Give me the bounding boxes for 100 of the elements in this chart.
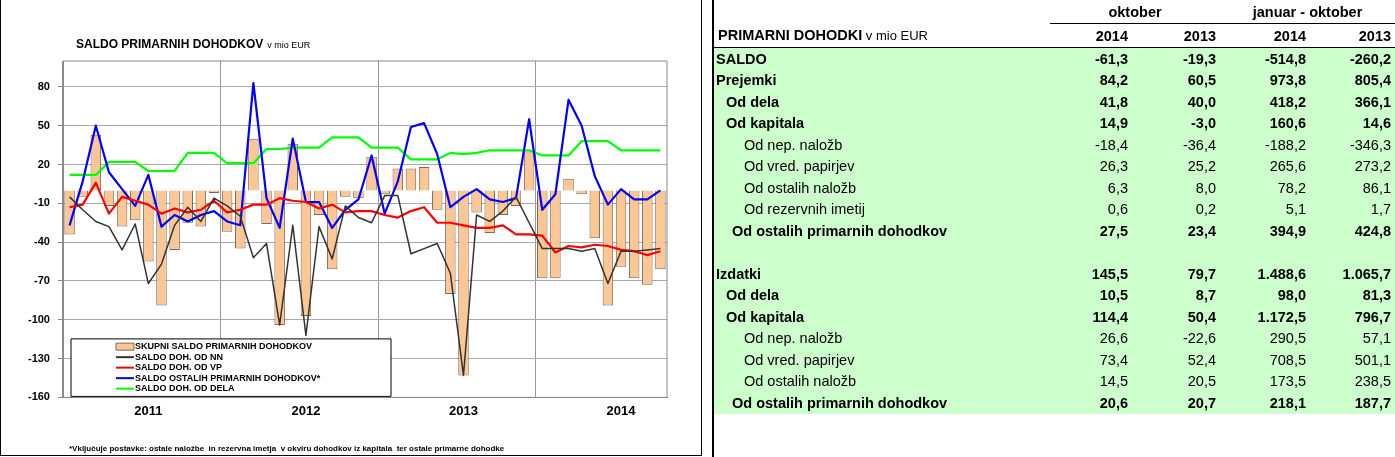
text: PRIMARNI DOHODKI	[718, 26, 863, 43]
text: -514,8	[1264, 50, 1306, 67]
text: -18,4	[1094, 136, 1128, 153]
category-label: Od kapitala	[726, 308, 805, 325]
legend-label: SALDO DOH. OD NN	[135, 351, 224, 362]
category-label: Od ostalih naložb	[744, 373, 857, 390]
text: 1.065,7	[1342, 265, 1391, 282]
text: 187,7	[1354, 394, 1391, 411]
text: 98,0	[1277, 287, 1306, 304]
text: 50,4	[1187, 308, 1216, 325]
category-label: 2013	[1310, 23, 1395, 48]
text: 20,5	[1187, 373, 1216, 390]
legend-label: SALDO DOH. OD DELA	[135, 383, 235, 394]
text: 8,7	[1195, 287, 1216, 304]
text: 14,5	[1099, 373, 1128, 390]
text: -22,6	[1182, 330, 1216, 347]
text: -61,3	[1094, 50, 1128, 67]
text: -346,3	[1349, 136, 1391, 153]
text: 26,3	[1099, 158, 1128, 175]
text: -36,4	[1182, 136, 1216, 153]
category-label: Od dela	[726, 93, 780, 110]
text: oktober	[1050, 0, 1221, 24]
text: 1,7	[1370, 201, 1391, 218]
text: 27,5	[1099, 222, 1128, 239]
text: 20,7	[1187, 394, 1216, 411]
text: 0,2	[1195, 201, 1216, 218]
text: 23,4	[1187, 222, 1216, 239]
category-label: 2013	[1132, 23, 1221, 48]
category-label: Od nep. naložb	[744, 136, 843, 153]
text: 238,5	[1354, 373, 1391, 390]
y-tick-label: 20	[37, 157, 50, 170]
text: 114,4	[1092, 308, 1128, 325]
text: 805,4	[1354, 72, 1391, 89]
text: 501,1	[1354, 351, 1391, 368]
text: 41,8	[1099, 93, 1128, 110]
text: 6,3	[1107, 179, 1128, 196]
text: 0,6	[1107, 201, 1128, 218]
y-tick-label: -40	[34, 235, 50, 248]
text: 81,3	[1362, 287, 1391, 304]
text: 78,2	[1277, 179, 1306, 196]
category-label: Od ostalih primarnih dohodkov	[732, 222, 948, 239]
text: 173,5	[1269, 373, 1306, 390]
text: januar - oktober	[1220, 0, 1395, 24]
text: 366,1	[1354, 93, 1391, 110]
legend-label: SALDO DOH. OD VP	[135, 362, 223, 373]
text: v mio EUR	[864, 27, 928, 43]
legend-label: SKUPNI SALDO PRIMARNIH DOHODKOV	[135, 341, 313, 352]
category-label: Izdatki	[716, 265, 762, 282]
chart-subtitle: v mio EUR	[267, 40, 311, 50]
text: 86,1	[1362, 179, 1391, 196]
category-label: Od kapitala	[726, 115, 805, 132]
y-tick-label: -70	[34, 273, 50, 286]
text: -19,3	[1182, 50, 1216, 67]
category-label: Od vred. papirjev	[744, 351, 855, 368]
text: 20,6	[1099, 394, 1128, 411]
x-tick-label: 2012	[291, 402, 321, 418]
text: *Vključuje postavke: ostale naložbe in rezervna imetja v okviru dohodkov iz kapitala ter ostale primarne dohodke	[69, 444, 505, 453]
chart-title: SALDO PRIMARNIH DOHODKOV	[76, 37, 264, 51]
category-label: 2014	[1050, 23, 1132, 48]
text: 418,2	[1269, 93, 1306, 110]
text: 60,5	[1187, 72, 1216, 89]
text: 79,7	[1187, 265, 1216, 282]
text: 52,4	[1187, 351, 1216, 368]
text: 8,0	[1195, 179, 1216, 196]
text: 5,1	[1285, 201, 1306, 218]
category-label: Od vred. papirjev	[744, 158, 855, 175]
text: 25,2	[1187, 158, 1216, 175]
text: 973,8	[1269, 72, 1306, 89]
category-label: SALDO	[716, 50, 767, 67]
text: 1.488,6	[1257, 265, 1306, 282]
x-tick-label: 2011	[134, 402, 163, 418]
text: 708,5	[1269, 351, 1306, 368]
text: 26,6	[1099, 330, 1128, 347]
text: 73,4	[1099, 351, 1128, 368]
y-tick-label: -160	[27, 390, 50, 403]
text: 160,6	[1269, 115, 1306, 132]
category-label: Od nep. naložb	[744, 330, 843, 347]
category-label: Od dela	[726, 287, 780, 304]
category-label: Prejemki	[716, 72, 777, 89]
y-tick-label: 50	[37, 118, 50, 131]
text: 14,9	[1099, 115, 1128, 132]
text: 145,5	[1091, 265, 1128, 282]
x-tick-label: 2013	[449, 402, 478, 418]
text: 424,8	[1354, 222, 1391, 239]
text: 290,5	[1269, 330, 1306, 347]
y-tick-label: -130	[27, 351, 50, 364]
text: -3,0	[1191, 115, 1216, 132]
text: 10,5	[1099, 287, 1128, 304]
category-label: Od rezervnih imetij	[744, 201, 865, 218]
category-label: 2014	[1220, 23, 1311, 48]
text: 265,6	[1269, 158, 1306, 175]
text: 84,2	[1099, 72, 1128, 89]
y-tick-label: -100	[27, 312, 50, 325]
text: 796,7	[1354, 308, 1391, 325]
category-label: Od ostalih naložb	[744, 179, 857, 196]
text: 14,6	[1362, 115, 1391, 132]
x-tick-label: 2014	[606, 402, 637, 418]
legend-label: SALDO OSTALIH PRIMARNIH DOHODKOV*	[135, 372, 321, 383]
category-label: Od ostalih primarnih dohodkov	[732, 394, 948, 411]
y-tick-label: 80	[37, 79, 50, 92]
